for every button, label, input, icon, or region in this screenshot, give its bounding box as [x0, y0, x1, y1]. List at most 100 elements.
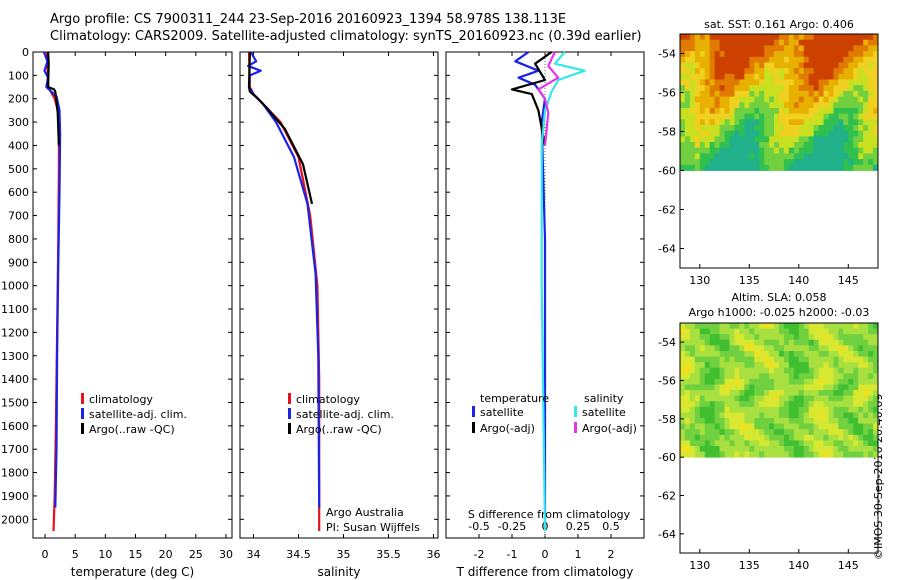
- heatmap-cell: [808, 90, 815, 97]
- heatmap-cell: [694, 102, 701, 109]
- x-tick-label: 35: [337, 548, 351, 561]
- y-tick-label: 700: [8, 210, 29, 223]
- heatmap-cell: [828, 384, 834, 391]
- heatmap-cell: [684, 406, 691, 413]
- heatmap-cell: [749, 164, 755, 171]
- heatmap-cell: [828, 34, 834, 41]
- heatmap-cell: [734, 445, 740, 452]
- heatmap-cell: [704, 62, 711, 69]
- heatmap-cell: [699, 51, 706, 58]
- x-tick-label: 135: [739, 274, 760, 287]
- heatmap-cell: [774, 62, 780, 69]
- heatmap-cell: [680, 39, 686, 46]
- heatmap-cell: [769, 418, 775, 425]
- heatmap-cell: [823, 153, 829, 160]
- heatmap-cell: [759, 45, 765, 52]
- heatmap-cell: [828, 367, 834, 374]
- heatmap-cell: [863, 423, 869, 430]
- heatmap-cell: [853, 384, 859, 391]
- heatmap-cell: [744, 68, 750, 75]
- heatmap-cell: [848, 445, 854, 452]
- heatmap-cell: [759, 395, 765, 402]
- heatmap-cell: [744, 73, 750, 80]
- heatmap-cell: [714, 45, 720, 52]
- heatmap-cell: [868, 51, 874, 58]
- heatmap-cell: [724, 390, 730, 397]
- heatmap-cell: [724, 34, 730, 41]
- heatmap-cell: [838, 119, 844, 126]
- legend-swatch: [288, 408, 291, 419]
- heatmap-cell: [709, 51, 716, 58]
- heatmap-cell: [719, 159, 725, 166]
- heatmap-cell: [858, 136, 864, 143]
- heatmap-cell: [680, 345, 686, 352]
- heatmap-cell: [749, 440, 755, 447]
- heatmap-cell: [818, 445, 824, 452]
- heatmap-cell: [868, 378, 874, 385]
- heatmap-cell: [754, 345, 760, 352]
- heatmap-cell: [833, 102, 839, 109]
- heatmap-cell: [858, 334, 864, 341]
- heatmap-cell: [749, 79, 755, 86]
- heatmap-cell: [729, 45, 735, 52]
- heatmap-cell: [714, 440, 720, 447]
- heatmap-cell: [749, 51, 755, 58]
- heatmap-cell: [798, 384, 805, 391]
- heatmap-cell: [774, 125, 780, 132]
- heatmap-cell: [783, 39, 790, 46]
- heatmap-cell: [744, 434, 750, 441]
- heatmap-cell: [739, 147, 745, 154]
- heatmap-cell: [863, 153, 869, 160]
- heatmap-cell: [709, 345, 716, 352]
- heatmap-cell: [774, 68, 780, 75]
- heatmap-cell: [803, 96, 810, 103]
- heatmap-cell: [769, 429, 775, 436]
- heatmap-cell: [769, 406, 775, 413]
- legend-swatch: [574, 406, 577, 417]
- heatmap-cell: [714, 34, 720, 41]
- heatmap-cell: [863, 62, 869, 69]
- heatmap-cell: [783, 390, 790, 397]
- heatmap-cell: [759, 62, 765, 69]
- heatmap-cell: [818, 113, 824, 120]
- heatmap-cell: [843, 125, 849, 132]
- heatmap-cell: [684, 62, 691, 69]
- heatmap-cell: [774, 367, 780, 374]
- heatmap-cell: [774, 412, 780, 419]
- heatmap-cell: [858, 107, 864, 115]
- heatmap-cell: [848, 39, 854, 46]
- heatmap-cell: [838, 423, 844, 430]
- heatmap-cell: [848, 113, 854, 120]
- heatmap-cell: [863, 378, 869, 385]
- x-tick-label: 15: [129, 548, 143, 561]
- heatmap-cell: [788, 373, 795, 380]
- heatmap-cell: [828, 339, 834, 346]
- heatmap-cell: [838, 440, 844, 447]
- heatmap-cell: [858, 113, 864, 120]
- heatmap-cell: [724, 412, 730, 419]
- heatmap-cell: [843, 45, 849, 52]
- heatmap-cell: [788, 51, 795, 58]
- heatmap-cell: [808, 440, 815, 447]
- heatmap-cell: [813, 107, 819, 115]
- heatmap-cell: [853, 328, 859, 335]
- heatmap-cell: [689, 62, 696, 69]
- heatmap-cell: [699, 79, 706, 86]
- heatmap-cell: [803, 130, 810, 137]
- heatmap-cell: [680, 328, 686, 335]
- heatmap-cell: [858, 384, 864, 391]
- heatmap-cell: [709, 79, 716, 86]
- heatmap-cell: [828, 373, 834, 380]
- heatmap-cell: [739, 334, 745, 341]
- heatmap-cell: [873, 164, 879, 171]
- heatmap-cell: [838, 73, 844, 80]
- heatmap-cell: [793, 418, 800, 425]
- legend-title-temperature: temperature: [480, 392, 549, 405]
- heatmap-cell: [704, 423, 711, 430]
- heatmap-cell: [759, 68, 765, 75]
- series-line-3: [247, 51, 314, 205]
- heatmap-cell: [783, 345, 790, 352]
- legend-label: climatology: [89, 393, 153, 406]
- heatmap-cell: [689, 107, 696, 115]
- heatmap-cell: [754, 68, 760, 75]
